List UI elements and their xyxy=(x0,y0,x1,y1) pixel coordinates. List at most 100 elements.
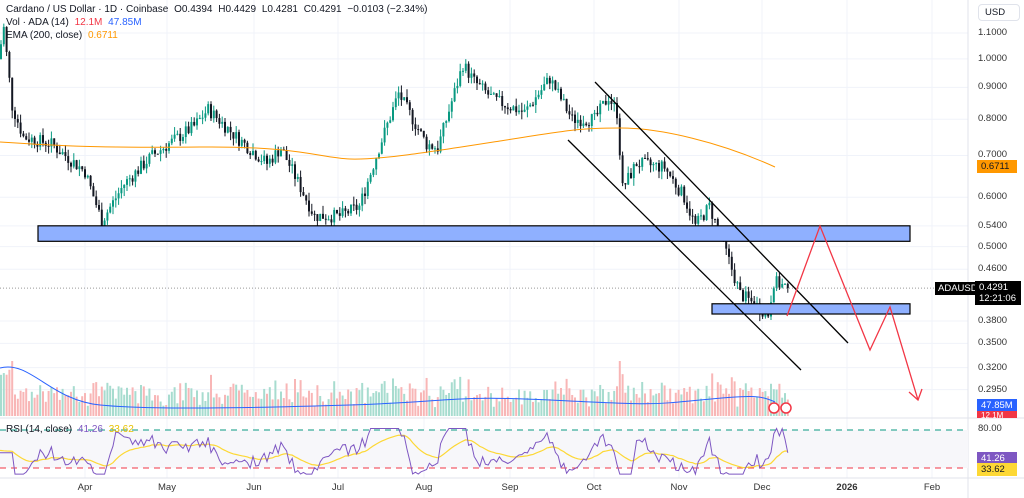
candle-body xyxy=(730,256,733,270)
ema-price-tag: 0.6711 xyxy=(977,160,1017,173)
volume-bar xyxy=(728,393,730,416)
date-tick: Dec xyxy=(753,482,771,493)
candle-body xyxy=(532,104,534,106)
candle-body xyxy=(548,77,551,84)
candle-body xyxy=(8,51,11,78)
volume-bar xyxy=(739,388,742,416)
volume-bar xyxy=(142,386,145,416)
volume-bar xyxy=(646,402,649,416)
candle-body xyxy=(78,166,81,170)
candle-body xyxy=(364,193,366,196)
volume-bar xyxy=(574,397,576,416)
volume-bar xyxy=(711,373,714,416)
volume-bar xyxy=(515,397,518,416)
candle-body xyxy=(557,88,560,90)
candle-body xyxy=(492,93,495,95)
volume-bar xyxy=(347,389,350,416)
candle-body xyxy=(540,90,543,95)
candle-body xyxy=(296,176,299,179)
candle-body xyxy=(313,213,316,215)
volume-bar xyxy=(126,387,128,416)
volume-bar xyxy=(254,392,257,416)
candle-body xyxy=(411,109,414,125)
candle-body xyxy=(694,215,697,224)
candle-body xyxy=(109,206,112,213)
volume-bar xyxy=(509,401,512,416)
volume-bar xyxy=(344,399,347,416)
last-price-tag: 0.4291 12:21:06 xyxy=(975,281,1021,305)
volume-bar xyxy=(8,369,11,416)
volume-bar xyxy=(134,391,137,416)
volume-legend[interactable]: Vol · ADA (14) 12.1M 47.85M xyxy=(6,17,145,28)
volume-bar xyxy=(5,374,8,416)
volume-bar xyxy=(756,396,758,416)
candle-body xyxy=(515,106,518,113)
volume-bar xyxy=(386,392,389,416)
volume-bar xyxy=(702,401,705,416)
candle-body xyxy=(341,208,344,216)
volume-bar xyxy=(19,390,22,416)
candle-body xyxy=(456,85,459,89)
volume-bar xyxy=(456,389,459,416)
price-tick: 0.6000 xyxy=(978,191,1008,203)
candle-body xyxy=(534,97,537,106)
candle-body xyxy=(61,152,64,155)
candle-body xyxy=(428,144,431,150)
rsi-line xyxy=(0,426,789,476)
candle-body xyxy=(221,121,224,124)
candle-body xyxy=(11,77,14,111)
candle-body xyxy=(621,155,624,184)
volume-bar xyxy=(498,401,501,416)
rsi-legend[interactable]: RSI (14, close) 41.26 33.62 xyxy=(6,424,137,435)
volume-bar xyxy=(310,392,313,416)
candle-body xyxy=(450,101,453,112)
candle-body xyxy=(294,164,296,179)
volume-bar xyxy=(523,390,526,416)
candle-body xyxy=(114,198,117,201)
price-tick: 0.4600 xyxy=(978,263,1008,275)
candle-body xyxy=(112,200,114,207)
volume-bar xyxy=(148,388,151,416)
candle-body xyxy=(593,112,596,115)
volume-bar xyxy=(196,390,198,416)
volume-bar xyxy=(154,395,156,416)
currency-button[interactable]: USD xyxy=(978,4,1020,21)
volume-bar xyxy=(599,384,602,416)
candle-body xyxy=(173,134,176,139)
projection-path xyxy=(786,224,919,401)
volume-bar xyxy=(95,382,98,416)
volume-bar xyxy=(767,396,770,416)
candle-body xyxy=(716,219,719,228)
volume-bar xyxy=(288,399,291,416)
candle-body xyxy=(543,84,546,91)
candle-body xyxy=(484,83,487,91)
candle-body xyxy=(140,160,142,174)
volume-bar xyxy=(103,390,106,416)
candle-body xyxy=(176,133,179,135)
candle-body xyxy=(490,93,492,95)
candle-body xyxy=(529,104,532,107)
volume-bar xyxy=(428,395,431,416)
volume-bar xyxy=(504,398,506,416)
candle-body xyxy=(310,211,313,214)
candle-body xyxy=(579,119,582,127)
volume-label: Vol · ADA (14) xyxy=(6,17,69,28)
candle-body xyxy=(635,164,638,167)
volume-bar xyxy=(501,387,504,416)
candle-body xyxy=(708,202,711,206)
volume-bar xyxy=(492,406,495,416)
candle-body xyxy=(218,118,221,124)
candle-body xyxy=(243,139,246,143)
volume-bar xyxy=(630,400,632,416)
volume-bar xyxy=(758,388,761,416)
candle-body xyxy=(397,92,400,99)
date-tick: 2026 xyxy=(836,482,858,493)
volume-bar xyxy=(271,399,274,416)
volume-bar xyxy=(112,388,114,416)
candle-body xyxy=(464,63,467,71)
ema-legend[interactable]: EMA (200, close) 0.6711 xyxy=(6,30,121,41)
volume-bar xyxy=(445,394,448,416)
candle-body xyxy=(19,122,22,134)
price-tick: 0.5000 xyxy=(978,240,1008,252)
